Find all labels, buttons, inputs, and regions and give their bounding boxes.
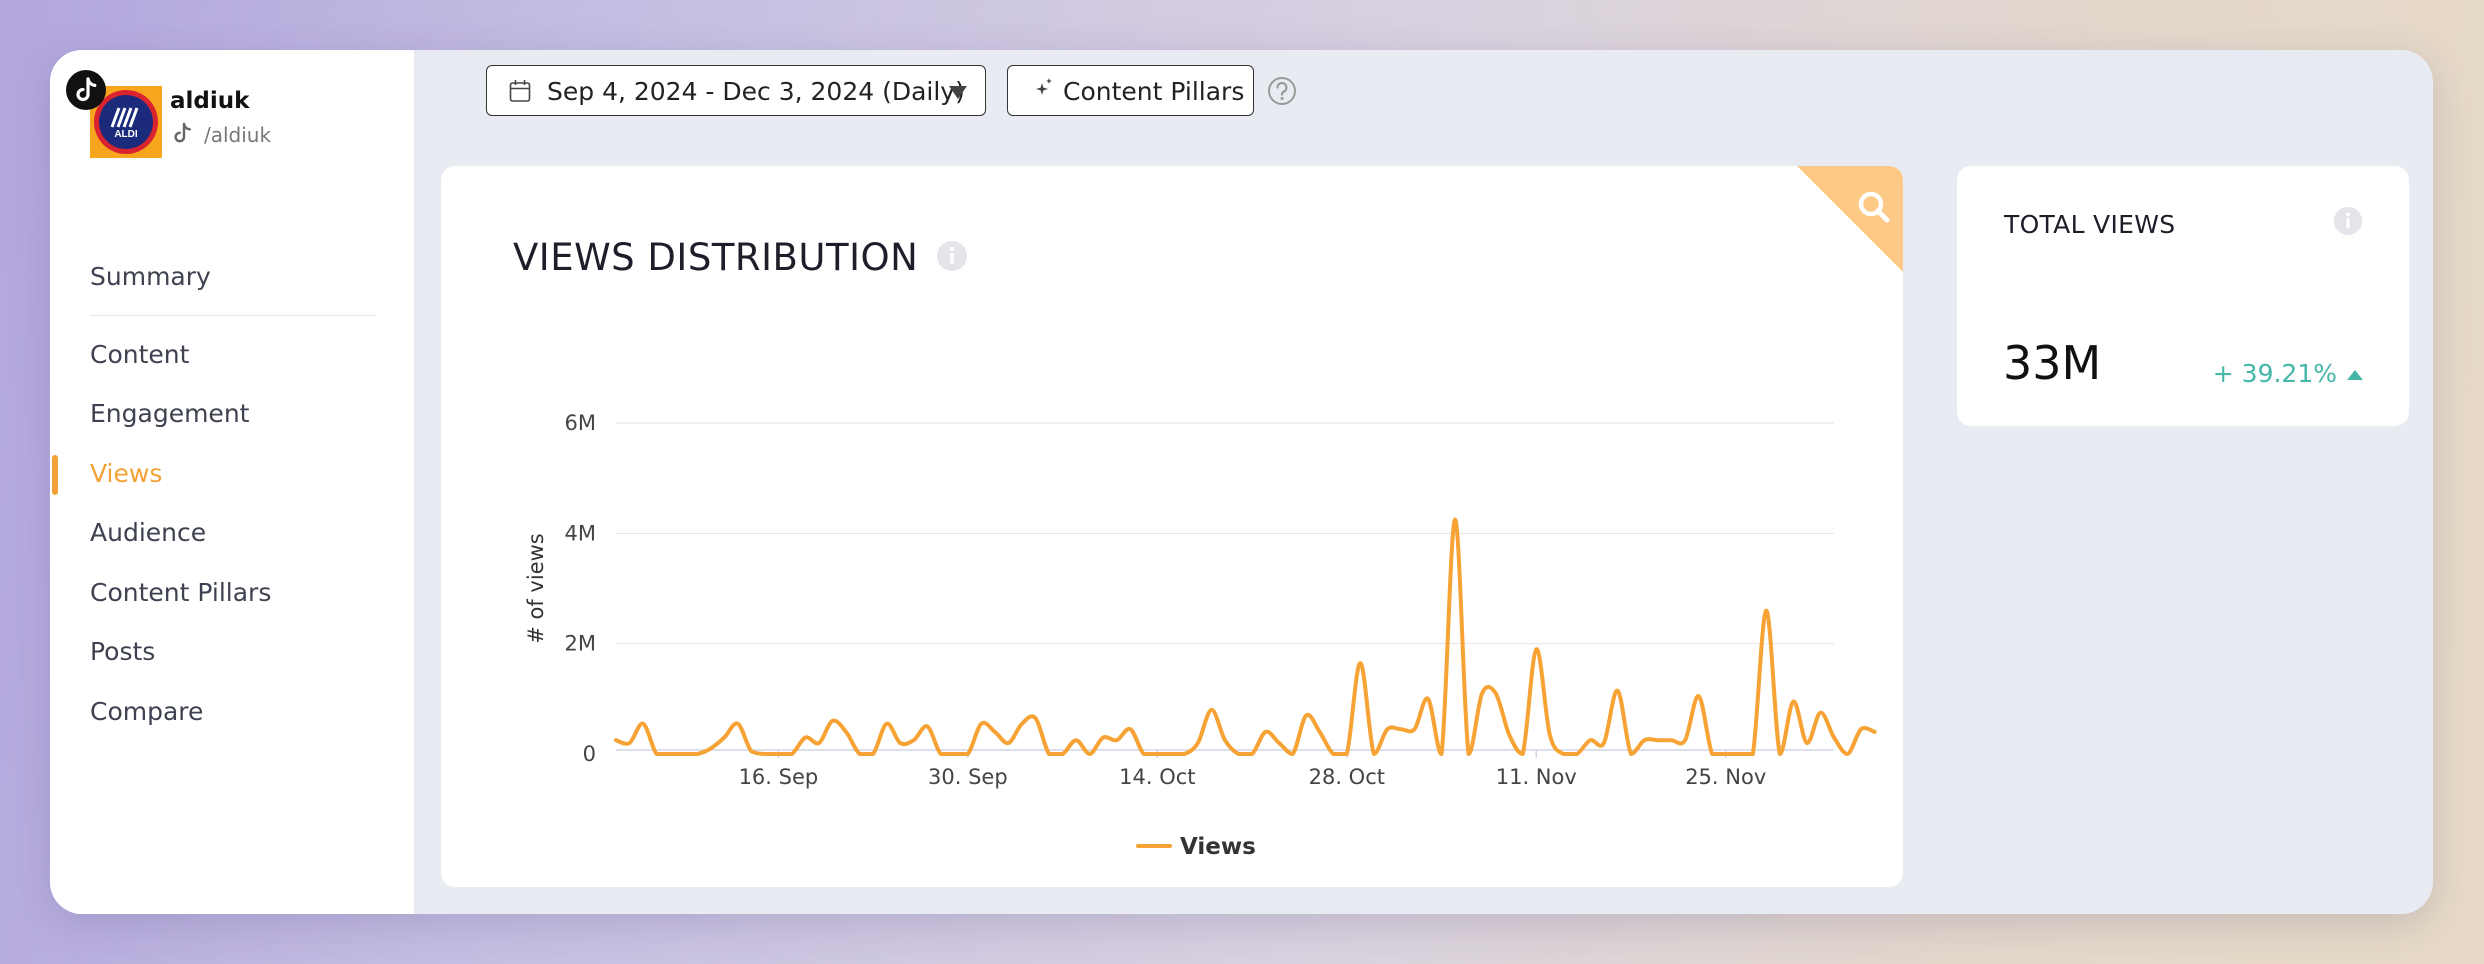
- x-tick-label: 30. Sep: [928, 765, 1008, 789]
- search-corner-button[interactable]: [1797, 166, 1903, 272]
- series-line-views: [614, 517, 1877, 757]
- sidebar-item-content[interactable]: Content: [90, 340, 190, 369]
- x-tick-label: 16. Sep: [739, 765, 819, 789]
- y-tick-label: 6M: [565, 411, 596, 435]
- sidebar-item-summary[interactable]: Summary: [90, 262, 211, 291]
- sidebar-item-posts[interactable]: Posts: [90, 637, 156, 666]
- x-tick-label: 28. Oct: [1309, 765, 1385, 789]
- app-window: ALDI aldiuk /aldiuk Summary Content Enga…: [50, 50, 2433, 914]
- views-change-value: + 39.21%: [2212, 359, 2337, 388]
- info-icon[interactable]: [936, 240, 968, 272]
- date-range-label: Sep 4, 2024 - Dec 3, 2024 (Daily): [547, 77, 965, 106]
- sidebar-item-engagement[interactable]: Engagement: [90, 399, 250, 428]
- content-pillars-label: Content Pillars: [1063, 77, 1245, 106]
- sidebar-item-audience[interactable]: Audience: [90, 518, 207, 547]
- total-views-title: TOTAL VIEWS: [2004, 210, 2176, 239]
- info-icon[interactable]: [2333, 206, 2363, 236]
- aldi-logo-text: ALDI: [114, 129, 138, 140]
- tiktok-icon: [174, 122, 191, 143]
- y-tick-label: 0: [583, 742, 596, 766]
- content-pillars-button[interactable]: Content Pillars: [1007, 65, 1254, 116]
- x-tick-label: 14. Oct: [1119, 765, 1195, 789]
- account-name: aldiuk: [170, 88, 250, 114]
- date-range-picker[interactable]: Sep 4, 2024 - Dec 3, 2024 (Daily): [486, 65, 986, 116]
- total-views-value: 33M: [2003, 336, 2102, 390]
- views-change: + 39.21%: [2213, 359, 2363, 388]
- sidebar-item-views[interactable]: Views: [90, 459, 163, 488]
- y-tick-label: 2M: [565, 632, 596, 656]
- calendar-icon: [509, 80, 531, 102]
- sparkle-icon: [1036, 78, 1052, 95]
- y-tick-label: 4M: [565, 521, 596, 545]
- active-indicator: [52, 455, 58, 495]
- sidebar-item-content-pillars[interactable]: Content Pillars: [90, 578, 272, 607]
- views-distribution-card: VIEWS DISTRIBUTION 0 2M 4M 6M 16. Sep 30. Sep…: [441, 166, 1903, 887]
- total-views-card: TOTAL VIEWS 33M + 39.21%: [1957, 166, 2409, 426]
- views-line-chart: 0 2M 4M 6M 16. Sep 30. Sep 14. Oct 28. Oct 11. N…: [524, 411, 1877, 860]
- account-handle: /aldiuk: [204, 123, 272, 147]
- x-tick-label: 11. Nov: [1496, 765, 1577, 789]
- x-tick-label: 25. Nov: [1685, 765, 1766, 789]
- sidebar-item-compare[interactable]: Compare: [90, 697, 204, 726]
- search-icon: [1858, 191, 1890, 223]
- avatar: ALDI: [90, 86, 162, 158]
- help-icon[interactable]: [1267, 76, 1297, 106]
- sidebar: ALDI aldiuk /aldiuk Summary Content Enga…: [50, 50, 414, 914]
- legend-label-views: Views: [1180, 834, 1256, 860]
- tiktok-badge-icon: [66, 70, 106, 110]
- sidebar-divider: [90, 315, 376, 316]
- chart-title: VIEWS DISTRIBUTION: [513, 236, 919, 279]
- y-axis-label: # of views: [524, 533, 548, 644]
- trend-up-icon: [2347, 370, 2363, 380]
- chevron-down-icon: [949, 86, 967, 99]
